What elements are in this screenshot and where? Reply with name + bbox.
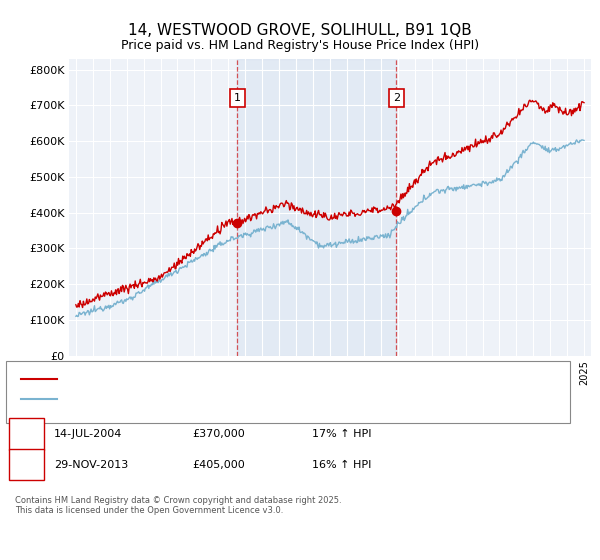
Text: Price paid vs. HM Land Registry's House Price Index (HPI): Price paid vs. HM Land Registry's House … [121, 39, 479, 53]
Text: 2: 2 [23, 460, 30, 470]
Text: 14, WESTWOOD GROVE, SOLIHULL, B91 1QB: 14, WESTWOOD GROVE, SOLIHULL, B91 1QB [128, 24, 472, 38]
Text: 29-NOV-2013: 29-NOV-2013 [54, 460, 128, 470]
Text: 16% ↑ HPI: 16% ↑ HPI [312, 460, 371, 470]
Bar [238, 59, 397, 356]
Text: 1: 1 [234, 93, 241, 103]
Text: £370,000: £370,000 [192, 429, 245, 439]
Text: 14-JUL-2004: 14-JUL-2004 [54, 429, 122, 439]
Text: 17% ↑ HPI: 17% ↑ HPI [312, 429, 371, 439]
Text: 2: 2 [393, 93, 400, 103]
Text: Contains HM Land Registry data © Crown copyright and database right 2025.
This d: Contains HM Land Registry data © Crown c… [15, 496, 341, 515]
Text: 1: 1 [23, 429, 30, 439]
Text: £405,000: £405,000 [192, 460, 245, 470]
Text: HPI: Average price, detached house, Solihull: HPI: Average price, detached house, Soli… [60, 394, 291, 404]
Text: 14, WESTWOOD GROVE, SOLIHULL, B91 1QB (detached house): 14, WESTWOOD GROVE, SOLIHULL, B91 1QB (d… [60, 374, 389, 384]
